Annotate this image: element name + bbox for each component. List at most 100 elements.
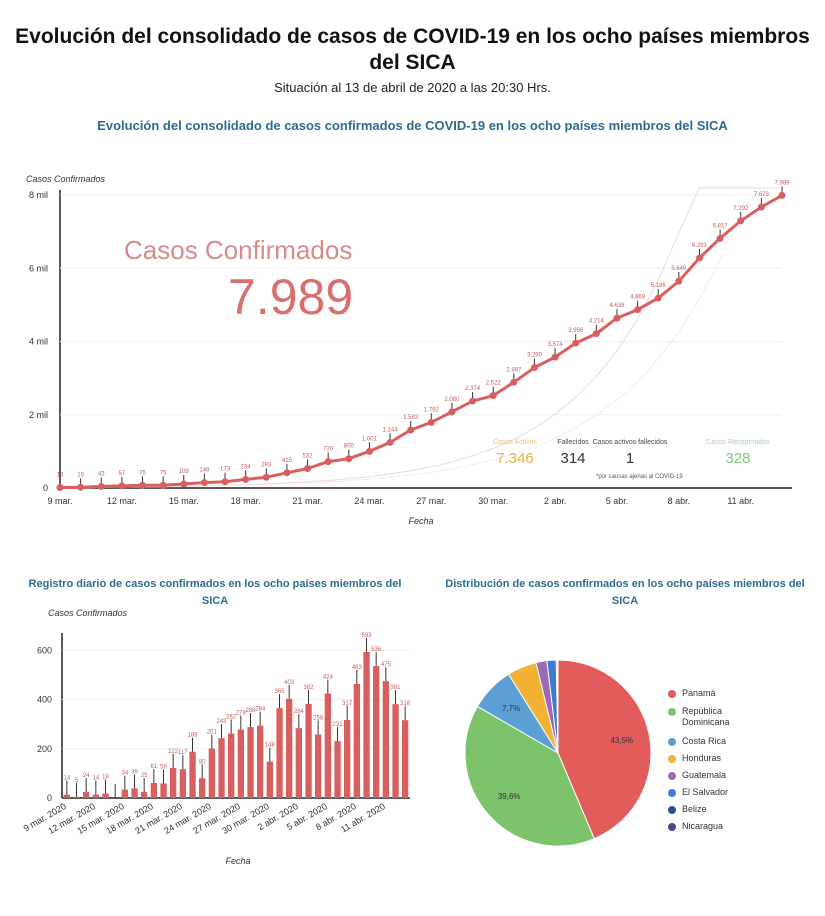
stat-footnote: *por causas ajenas al COVID-19 — [596, 474, 683, 480]
line-point-label: 2.887 — [506, 367, 522, 373]
bar — [334, 741, 341, 798]
line-point-label: 800 — [344, 444, 355, 450]
bar-value-label: 294 — [255, 707, 266, 713]
line-point-label: 5.649 — [671, 266, 687, 272]
bar-value-label: 80 — [199, 759, 206, 765]
bar-value-label: 262 — [226, 715, 237, 721]
line-point-label: 2.080 — [444, 397, 460, 403]
line-x-tick-label: 12 mar. — [107, 496, 137, 506]
line-point-label: 19 — [77, 472, 84, 478]
line-point-label: 3.290 — [527, 353, 543, 359]
line-point — [551, 353, 559, 361]
bar-y-axis-label: Casos Confirmados — [48, 608, 128, 618]
bar-y-tick-label: 600 — [37, 645, 52, 655]
line-point-label: 14 — [57, 472, 64, 478]
line-point — [448, 408, 456, 416]
bar-value-label: 365 — [274, 689, 285, 695]
line-point-label: 75 — [160, 470, 167, 476]
bar-value-label: 316 — [400, 701, 411, 707]
big-counter-label: Casos Confirmados — [124, 235, 352, 265]
line-point — [386, 438, 394, 446]
bar-value-label: 288 — [245, 708, 256, 714]
pie-slice-label: 7,7% — [502, 704, 520, 713]
line-point — [407, 426, 415, 434]
legend-label: Belize — [682, 804, 707, 814]
bar — [150, 783, 157, 798]
pie-chart-title: Distribución de casos confirmados en los… — [445, 578, 805, 607]
bar — [305, 704, 312, 798]
bar-value-label: 117 — [178, 750, 188, 756]
line-point — [695, 254, 703, 262]
bar — [189, 751, 196, 798]
bar-chart-title: Registro diario de casos confirmados en … — [28, 578, 402, 607]
line-point-label: 1.792 — [424, 407, 440, 413]
bar-value-label: 381 — [390, 685, 401, 691]
line-x-tick-label: 24 mar. — [354, 496, 384, 506]
pie-legend-item: El Salvador — [668, 787, 728, 797]
line-point-label: 3.956 — [568, 328, 584, 334]
bar-value-label: 24 — [83, 773, 90, 779]
bar-value-label: 61 — [150, 764, 157, 770]
bar — [102, 793, 109, 798]
line-point — [118, 482, 126, 490]
line-x-tick-label: 21 mar. — [293, 496, 323, 506]
big-counter-value: 7.989 — [228, 269, 353, 325]
line-point — [56, 483, 64, 491]
line-point — [324, 458, 332, 466]
line-point-label: 4.638 — [609, 303, 625, 309]
pie-legend-item: Belize — [668, 804, 707, 814]
line-x-tick-label: 30 mar. — [478, 496, 508, 506]
line-point-label: 2.374 — [465, 386, 481, 392]
bar — [92, 794, 99, 798]
bar-value-label: 18 — [102, 775, 109, 781]
pie-slice — [556, 659, 559, 754]
bar-value-label: 284 — [294, 709, 305, 715]
line-point-label: 234 — [241, 464, 252, 470]
line-y-tick-label: 8 mil — [29, 190, 48, 200]
line-point-label: 57 — [119, 471, 126, 477]
legend-swatch — [668, 689, 676, 698]
pie-legend-item: República Dominicana — [668, 706, 752, 728]
legend-swatch — [668, 805, 676, 814]
bar-value-label: 39 — [131, 769, 138, 775]
line-point-label: 293 — [261, 462, 272, 468]
bar — [257, 725, 264, 798]
legend-label: El Salvador — [682, 787, 729, 797]
line-point — [365, 447, 373, 455]
line-point-label: 2.522 — [486, 381, 502, 387]
line-point-label: 43 — [98, 471, 105, 477]
bar — [218, 738, 225, 798]
bar — [382, 681, 389, 798]
legend-swatch — [668, 754, 676, 763]
line-point-label: 3.574 — [548, 342, 564, 348]
pie-legend-item: Guatemala — [668, 770, 726, 780]
line-point-label: 1.244 — [383, 427, 399, 433]
bar-y-tick-label: 400 — [37, 695, 52, 705]
line-point-label: 7.989 — [774, 180, 790, 186]
legend-label: República Dominicana — [682, 706, 730, 727]
line-y-axis-label: Casos Confirmados — [26, 174, 106, 184]
line-point-label: 532 — [303, 454, 314, 460]
bar-value-label: 34 — [121, 771, 128, 777]
bar — [179, 769, 186, 798]
line-point — [592, 330, 600, 338]
line-point — [469, 397, 477, 405]
pie-slice-label: 43,5% — [610, 736, 633, 745]
bar-value-label: 14 — [63, 776, 70, 782]
stat-value: 7.346 — [496, 450, 534, 467]
stat-label: Casos Activos — [493, 439, 537, 446]
line-point-label: 109 — [179, 469, 190, 475]
line-x-tick-label: 27 mar. — [416, 496, 446, 506]
pie-legend-item: Panamá — [668, 688, 716, 698]
line-point — [139, 481, 147, 489]
bar — [199, 778, 206, 798]
bar — [131, 788, 138, 798]
stat-value: 1 — [626, 450, 634, 467]
bar — [266, 761, 273, 798]
line-point — [757, 203, 765, 211]
legend-label: Costa Rica — [682, 736, 727, 746]
line-point — [77, 483, 85, 491]
line-chart-title: Evolución del consolidado de casos confi… — [97, 118, 728, 133]
bar-value-label: 403 — [284, 680, 295, 686]
